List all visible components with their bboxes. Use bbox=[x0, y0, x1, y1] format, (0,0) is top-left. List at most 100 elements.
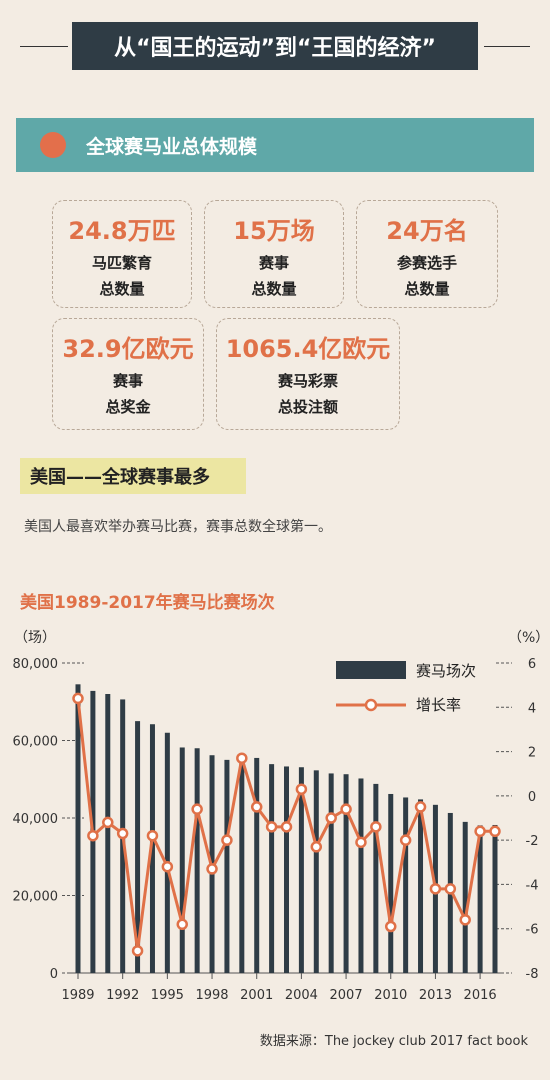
growth-rate-point bbox=[146, 829, 159, 842]
bar bbox=[239, 755, 245, 973]
bar bbox=[149, 724, 155, 973]
y-right-tick-label: -2 bbox=[526, 834, 539, 849]
growth-rate-point bbox=[385, 920, 397, 933]
right-axis-unit: （%） bbox=[508, 630, 549, 646]
page-title: 从“国王的运动”到“王国的经济” bbox=[72, 22, 478, 70]
growth-rate-point bbox=[221, 834, 233, 846]
growth-rate-point bbox=[191, 803, 203, 815]
data-source: 数据来源：The jockey club 2017 fact book bbox=[259, 1034, 528, 1049]
bar bbox=[328, 773, 334, 973]
bar bbox=[298, 767, 304, 973]
stat-label: 赛事 总奖金 bbox=[105, 372, 151, 416]
growth-rate-point bbox=[295, 783, 308, 795]
stat-label: 赛事 总数量 bbox=[251, 254, 297, 298]
y-right-tick-label: -6 bbox=[526, 923, 539, 938]
growth-rate-point bbox=[102, 816, 114, 829]
x-tick-label: 2001 bbox=[240, 988, 273, 1003]
bar bbox=[164, 732, 170, 973]
growth-rate-point bbox=[250, 801, 263, 813]
y-right-tick-label: 0 bbox=[528, 790, 536, 805]
growth-rate-point bbox=[414, 801, 427, 813]
legend-label-line: 增长率 bbox=[416, 696, 461, 714]
section-title: 全球赛马业总体规模 bbox=[86, 135, 258, 158]
bar bbox=[179, 747, 185, 973]
growth-rate-point bbox=[355, 836, 367, 849]
y-right-tick-label: -8 bbox=[526, 967, 539, 982]
section-title-usa: 美国——全球赛事最多 bbox=[20, 458, 246, 494]
growth-rate-point bbox=[340, 803, 352, 815]
bar bbox=[418, 799, 424, 973]
growth-rate-point bbox=[429, 883, 442, 895]
growth-rate-point bbox=[474, 825, 486, 838]
bar bbox=[224, 759, 230, 973]
section-header-global: 全球赛马业总体规模 bbox=[16, 118, 534, 172]
stat-value: 32.9亿欧元 bbox=[62, 335, 194, 363]
bar bbox=[254, 757, 260, 973]
title-rule-right bbox=[484, 46, 530, 47]
growth-rate-point bbox=[72, 692, 84, 705]
bar bbox=[403, 797, 409, 973]
bar bbox=[492, 824, 498, 973]
growth-rate-point bbox=[116, 827, 129, 840]
growth-rate-point bbox=[161, 860, 174, 873]
legend-bar-swatch bbox=[336, 661, 406, 679]
stat-card-prize: 32.9亿欧元 赛事 总奖金 bbox=[52, 318, 204, 430]
growth-rate-point bbox=[459, 914, 471, 926]
y-right-tick-label: 2 bbox=[528, 746, 536, 761]
stat-card-betting: 1065.4亿欧元 赛马彩票 总投注额 bbox=[216, 318, 400, 430]
bar bbox=[269, 764, 275, 973]
x-tick-label: 1989 bbox=[61, 988, 94, 1003]
stat-value: 1065.4亿欧元 bbox=[225, 335, 391, 363]
stat-value: 15万场 bbox=[233, 217, 315, 245]
stat-card-jockeys: 24万名 参赛选手 总数量 bbox=[356, 200, 498, 308]
chart-title: 美国1989-2017年赛马比赛场次 bbox=[20, 593, 275, 613]
x-tick-label: 1995 bbox=[151, 988, 184, 1003]
stat-value: 24.8万匹 bbox=[68, 217, 176, 245]
bar bbox=[313, 770, 319, 973]
stat-label: 赛马彩票 总投注额 bbox=[277, 372, 338, 416]
bar bbox=[75, 684, 81, 973]
y-left-tick-label: 60,000 bbox=[13, 735, 59, 750]
y-left-tick-label: 20,000 bbox=[13, 890, 59, 905]
circle-bullet-icon bbox=[40, 132, 66, 158]
growth-rate-point bbox=[236, 752, 248, 764]
bar bbox=[358, 778, 364, 973]
y-right-tick-label: 6 bbox=[528, 657, 536, 672]
section-description: 美国人最喜欢举办赛马比赛，赛事总数全球第一。 bbox=[24, 519, 332, 535]
header-band: 从“国王的运动”到“王国的经济” bbox=[0, 22, 550, 70]
y-left-tick-label: 80,000 bbox=[13, 657, 59, 672]
bar bbox=[284, 766, 289, 973]
stat-label: 马匹繁育 总数量 bbox=[91, 254, 152, 298]
legend-line-marker bbox=[364, 698, 378, 712]
growth-rate-point bbox=[325, 812, 337, 824]
growth-rate-point bbox=[310, 841, 323, 853]
x-tick-label: 2004 bbox=[285, 988, 318, 1003]
bar bbox=[462, 821, 468, 973]
legend-label-bar: 赛马场次 bbox=[416, 662, 476, 680]
bar bbox=[388, 793, 394, 973]
growth-rate-point bbox=[370, 821, 382, 833]
bar bbox=[477, 825, 483, 973]
growth-rate-point bbox=[265, 821, 278, 833]
stat-label: 参赛选手 总数量 bbox=[396, 254, 457, 298]
x-tick-label: 2007 bbox=[330, 988, 363, 1003]
stat-value: 24万名 bbox=[386, 217, 468, 245]
y-right-tick-label: -4 bbox=[526, 878, 539, 893]
bar bbox=[135, 721, 141, 973]
y-left-tick-label: 40,000 bbox=[13, 812, 59, 827]
title-rule-left bbox=[20, 46, 68, 47]
bar bbox=[105, 694, 111, 973]
growth-rate-point bbox=[444, 883, 457, 895]
growth-rate-point bbox=[131, 945, 144, 957]
x-tick-label: 2010 bbox=[374, 988, 407, 1003]
left-axis-unit: （场） bbox=[14, 630, 56, 646]
growth-rate-point bbox=[280, 821, 293, 833]
x-tick-label: 1998 bbox=[195, 988, 228, 1003]
growth-rate-point bbox=[399, 834, 412, 846]
bar bbox=[194, 748, 200, 973]
y-right-tick-label: 4 bbox=[528, 701, 536, 716]
stat-card-horses: 24.8万匹 马匹繁育 总数量 bbox=[52, 200, 192, 308]
stat-card-races: 15万场 赛事 总数量 bbox=[204, 200, 344, 308]
growth-rate-point bbox=[176, 918, 188, 931]
x-tick-label: 2013 bbox=[419, 988, 452, 1003]
